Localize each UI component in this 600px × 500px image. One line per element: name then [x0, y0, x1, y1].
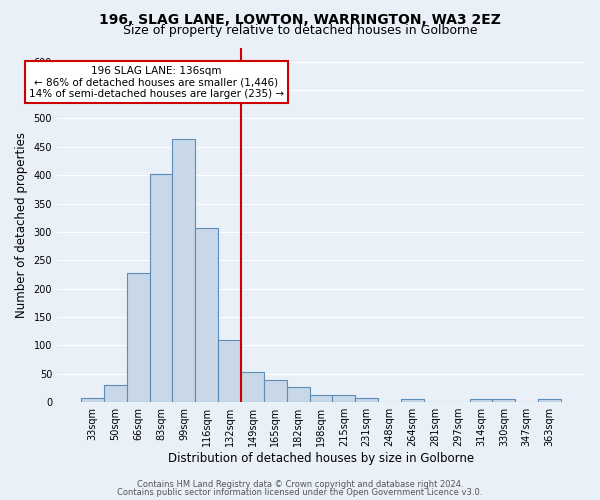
- Bar: [264, 380, 287, 402]
- Text: Contains HM Land Registry data © Crown copyright and database right 2024.: Contains HM Land Registry data © Crown c…: [137, 480, 463, 489]
- Bar: [470, 400, 493, 402]
- Text: Size of property relative to detached houses in Golborne: Size of property relative to detached ho…: [123, 24, 477, 37]
- Text: 196 SLAG LANE: 136sqm
← 86% of detached houses are smaller (1,446)
14% of semi-d: 196 SLAG LANE: 136sqm ← 86% of detached …: [29, 66, 284, 99]
- Text: 196, SLAG LANE, LOWTON, WARRINGTON, WA3 2EZ: 196, SLAG LANE, LOWTON, WARRINGTON, WA3 …: [99, 12, 501, 26]
- Bar: [172, 140, 196, 402]
- Bar: [104, 385, 127, 402]
- Bar: [538, 400, 561, 402]
- Bar: [196, 228, 218, 402]
- Bar: [241, 372, 264, 402]
- Y-axis label: Number of detached properties: Number of detached properties: [15, 132, 28, 318]
- X-axis label: Distribution of detached houses by size in Golborne: Distribution of detached houses by size …: [168, 452, 474, 465]
- Bar: [218, 340, 241, 402]
- Bar: [355, 398, 378, 402]
- Text: Contains public sector information licensed under the Open Government Licence v3: Contains public sector information licen…: [118, 488, 482, 497]
- Bar: [493, 400, 515, 402]
- Bar: [127, 273, 149, 402]
- Bar: [287, 387, 310, 402]
- Bar: [332, 396, 355, 402]
- Bar: [401, 399, 424, 402]
- Bar: [149, 174, 172, 402]
- Bar: [81, 398, 104, 402]
- Bar: [310, 395, 332, 402]
